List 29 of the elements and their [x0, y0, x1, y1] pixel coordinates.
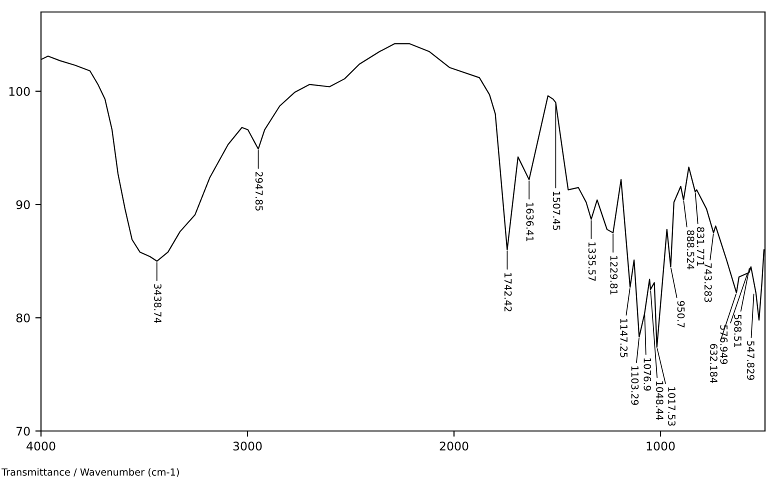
annotation: 1048.44 — [656, 381, 664, 420]
annotation: 1507.45 — [552, 192, 560, 230]
annotation: 1742.42 — [504, 273, 512, 312]
annotation: 632.184 — [710, 344, 718, 383]
annotation: 743.283 — [704, 263, 712, 302]
x-tick-label: 3000 — [233, 442, 262, 451]
annotation: 1103.29 — [631, 366, 639, 405]
x-tick-label: 4000 — [26, 442, 56, 451]
annotation: 1636.41 — [526, 202, 534, 242]
annotation: 1229.81 — [610, 256, 618, 294]
x-tick-label: 2000 — [440, 442, 468, 451]
annotation: 547.829 — [747, 341, 754, 380]
y-tick-label: 80 — [16, 313, 30, 322]
annotation: 3438.74 — [154, 284, 162, 324]
y-tick-label: 100 — [9, 86, 30, 96]
annotation: 1017.53 — [668, 387, 676, 426]
y-tick-label: 90 — [16, 200, 30, 210]
annotation: 888.524 — [686, 230, 694, 270]
annotation: 568.51 — [734, 314, 742, 348]
annotation: 2947.85 — [255, 172, 263, 211]
y-tick-label: 70 — [16, 426, 30, 436]
annotation: 831.771 — [696, 227, 704, 266]
annotation: 576.949 — [720, 325, 728, 364]
annotation: 1335.57 — [588, 242, 596, 281]
annotation: 950.7 — [677, 300, 685, 328]
x-axis-title: Transmittance / Wavenumber (cm-1) — [2, 468, 179, 477]
annotation: 1076.9 — [644, 358, 652, 391]
annotation: 1147.25 — [620, 318, 628, 358]
x-tick-label: 1000 — [646, 442, 675, 451]
